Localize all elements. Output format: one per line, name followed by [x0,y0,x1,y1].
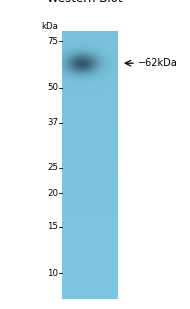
Text: Western Blot: Western Blot [47,0,123,5]
Text: 25: 25 [47,163,58,172]
Text: kDa: kDa [41,22,58,31]
Text: 75: 75 [47,37,58,46]
Text: 10: 10 [47,269,58,278]
Text: 50: 50 [47,83,58,92]
Text: −62kDa: −62kDa [138,58,178,68]
Text: 20: 20 [47,189,58,198]
Text: 15: 15 [47,222,58,231]
Text: 37: 37 [47,118,58,127]
